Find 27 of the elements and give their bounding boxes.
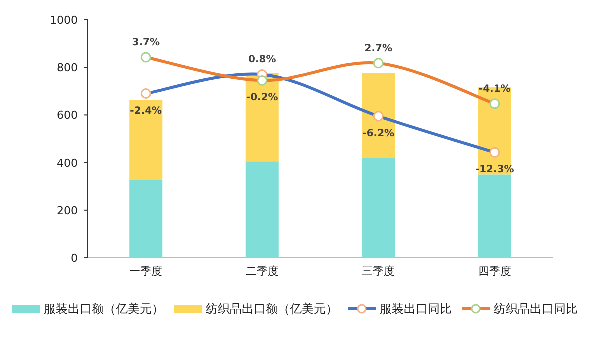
y-tick-label: 0 [71, 252, 78, 265]
y-tick-label: 1000 [50, 14, 78, 27]
bar [130, 100, 163, 180]
y-tick-label: 600 [57, 109, 78, 122]
y-tick-label: 400 [57, 156, 78, 170]
bar [246, 162, 279, 258]
legend-label: 服装出口同比 [380, 302, 452, 316]
y-tick-label: 800 [57, 62, 78, 75]
bar [478, 174, 512, 258]
bar [362, 73, 396, 158]
x-tick-label: 三季度 [362, 265, 396, 278]
x-tick-label: 四季度 [478, 265, 512, 278]
bar [130, 180, 163, 258]
x-tick-label: 一季度 [130, 265, 163, 278]
y-tick-label: 200 [57, 204, 78, 218]
data-label: 2.7% [364, 43, 392, 54]
data-label: -6.2% [362, 128, 395, 140]
data-label: -0.2% [246, 92, 278, 104]
x-tick-label: 二季度 [246, 265, 279, 278]
legend-label: 纺织品出口额（亿美元） [206, 302, 338, 316]
data-label: 3.7% [132, 37, 160, 48]
legend-label: 纺织品出口同比 [494, 302, 578, 316]
data-label: 0.8% [248, 54, 276, 66]
legend-label: 服装出口额（亿美元） [44, 302, 164, 316]
data-label: -2.4% [130, 106, 162, 117]
bar [246, 73, 279, 162]
bar [362, 158, 396, 258]
